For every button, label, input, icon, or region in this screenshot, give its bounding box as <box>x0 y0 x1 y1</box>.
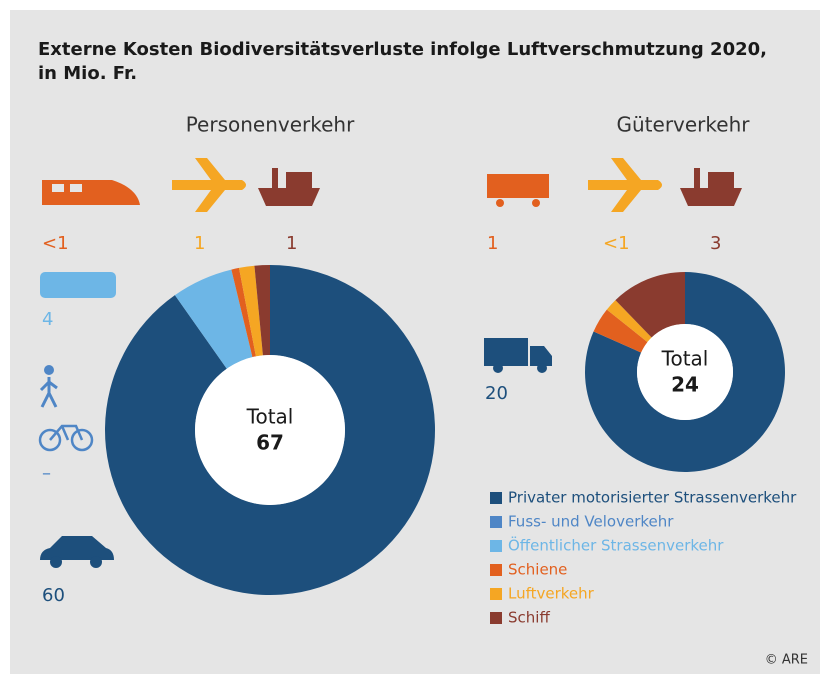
ship-icon <box>258 168 320 206</box>
legend-label: Schiene <box>508 561 567 579</box>
plane-icon <box>172 158 246 212</box>
value-label: 20 <box>485 383 508 404</box>
donut-slice <box>593 309 648 353</box>
donut-slice <box>606 300 652 343</box>
wheel <box>532 199 540 207</box>
bike-icon <box>38 428 62 452</box>
train-icon <box>42 180 140 205</box>
legend-swatch <box>490 564 502 576</box>
donut-hole <box>637 324 733 420</box>
legend-swatch <box>490 492 502 504</box>
legend-label: Schiff <box>508 609 550 627</box>
legend-swatch <box>490 588 502 600</box>
wagon-icon <box>487 174 549 198</box>
title-line: in Mio. Fr. <box>38 63 137 84</box>
value-label: <1 <box>42 233 69 254</box>
value-label: – <box>42 463 51 484</box>
icons <box>38 158 742 568</box>
bike-icon <box>49 424 84 441</box>
car-icon <box>40 536 114 560</box>
wheel <box>90 556 102 568</box>
title-line: Externe Kosten Biodiversitätsverluste in… <box>38 39 767 60</box>
donut-slice <box>105 265 435 595</box>
walker-icon <box>39 377 58 408</box>
ship-icon <box>680 168 742 206</box>
wheel <box>496 199 504 207</box>
total-label: Total <box>246 405 294 429</box>
total-label: Total <box>661 347 709 371</box>
donut-slice <box>174 269 253 369</box>
donut-slice <box>585 272 785 472</box>
legend-label: Fuss- und Veloverkehr <box>508 513 674 531</box>
total-value: 24 <box>671 373 699 397</box>
donut-slice <box>239 265 263 357</box>
legend-label: Privater motorisierter Strassenverkehr <box>508 489 797 507</box>
truck-icon <box>530 346 552 366</box>
legend-swatch <box>490 612 502 624</box>
donut-slice <box>254 265 270 356</box>
donut-slice <box>615 272 685 338</box>
source: © ARE <box>765 653 808 668</box>
value-label: 3 <box>710 233 721 254</box>
total-value: 67 <box>256 431 284 455</box>
walker-icon <box>44 365 54 375</box>
plane-icon <box>588 158 662 212</box>
train-window <box>52 184 64 192</box>
chart-title: Personenverkehr <box>186 113 355 137</box>
bike-icon <box>70 428 94 452</box>
value-label: 1 <box>286 233 297 254</box>
train-window <box>70 184 82 192</box>
value-label: 1 <box>194 233 205 254</box>
legend-label: Öffentlicher Strassenverkehr <box>508 536 724 555</box>
legend-swatch <box>490 540 502 552</box>
value-label: 60 <box>42 585 65 606</box>
legend-label: Luftverkehr <box>508 585 595 603</box>
legend-swatch <box>490 516 502 528</box>
value-label: 4 <box>42 309 53 330</box>
value-label: 1 <box>487 233 498 254</box>
truck-icon <box>484 338 528 366</box>
chart-title: Güterverkehr <box>617 113 751 137</box>
wheel <box>493 363 503 373</box>
tram-icon <box>40 272 116 298</box>
donut-hole <box>195 355 345 505</box>
value-label: <1 <box>603 233 630 254</box>
wheel <box>537 363 547 373</box>
wheel <box>50 556 62 568</box>
donut-slice <box>231 267 256 358</box>
